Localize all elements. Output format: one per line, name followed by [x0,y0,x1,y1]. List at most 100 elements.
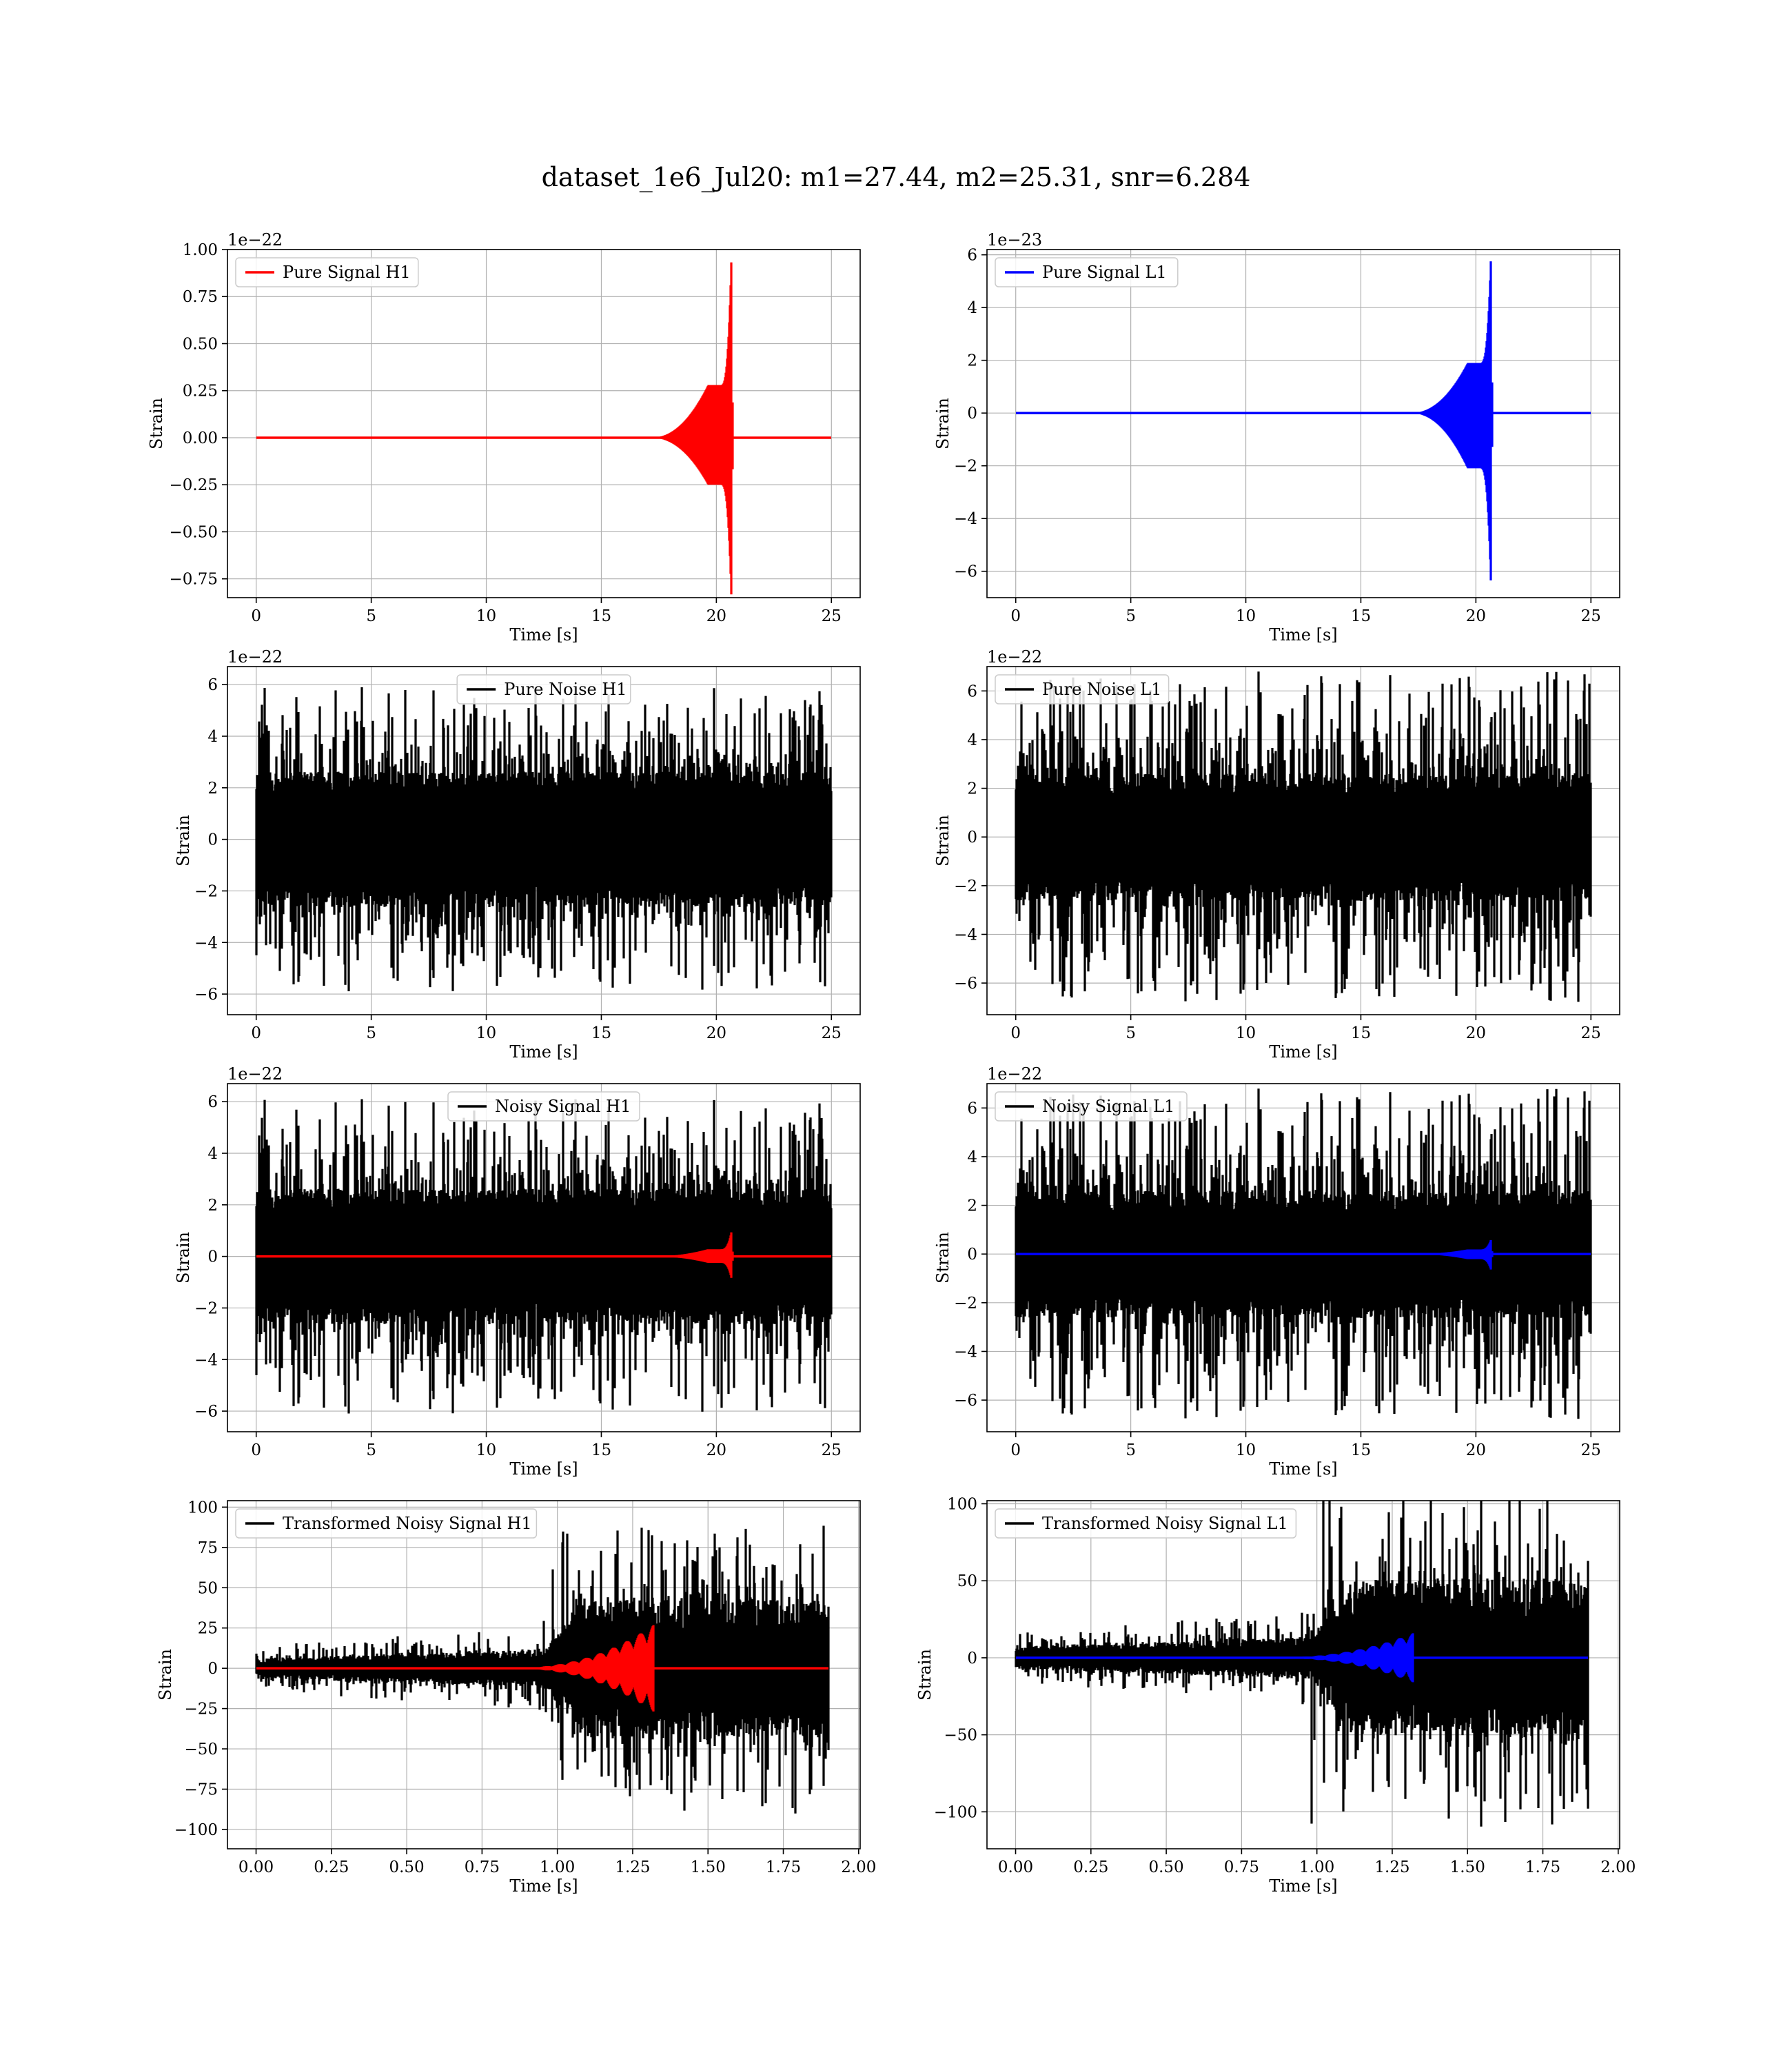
y-tick-label: 50 [957,1572,977,1590]
y-tick-label: 0.75 [183,288,218,306]
x-tick-label: 0.50 [389,1858,424,1876]
y-offset-label: 1e−22 [987,1064,1042,1084]
x-tick-label: 0.00 [998,1858,1033,1876]
legend-label: Transformed Noisy Signal L1 [1042,1514,1288,1533]
legend-box [995,1091,1188,1122]
legend-box [995,674,1170,704]
series-layer [1016,261,1591,580]
legend-box [995,1508,1297,1539]
y-tick-label: −0.50 [170,523,218,541]
x-tick-label: 10 [476,1024,496,1042]
y-tick-label: 0 [207,1660,218,1678]
x-tick-label: 0 [1010,1024,1021,1042]
y-tick-label: 50 [198,1579,218,1597]
y-tick-label: 0 [967,829,977,847]
series-pure-noise-h1 [255,687,833,991]
series-layer [256,262,831,595]
x-tick-label: 15 [591,1441,611,1459]
y-tick-label: −4 [194,1351,218,1369]
y-axis-label: Strain [933,1232,953,1284]
legend-box [995,257,1179,287]
y-offset-label: 1e−22 [227,230,283,250]
series-transformed-noisy-signal-l1-overlay-1 [1299,1633,1414,1683]
y-tick-label: 25 [198,1620,218,1638]
legend: Transformed Noisy Signal L1 [995,1508,1297,1539]
x-axis-label: Time [s] [1269,1459,1337,1479]
axes-frame [986,666,1620,1015]
x-tick-label: 25 [1581,607,1601,625]
axes-frame [227,1500,861,1849]
y-tick-label: 0.50 [183,335,218,353]
x-axis-label: Time [s] [1269,1042,1337,1062]
axes-frame [227,1083,861,1432]
y-tick-label: 6 [967,1099,977,1117]
x-tick-label: 25 [1581,1441,1601,1459]
x-tick-label: 0.25 [314,1858,349,1876]
x-tick-label: 20 [706,607,726,625]
x-tick-label: 2.00 [841,1858,876,1876]
x-tick-label: 0 [251,1441,261,1459]
y-offset-label: 1e−22 [227,1064,283,1084]
legend-label: Noisy Signal L1 [1042,1097,1174,1116]
y-tick-label: −4 [954,926,977,944]
y-tick-label: −6 [954,975,977,993]
y-tick-label: 0 [967,1650,977,1667]
y-axis-label: Strain [156,1649,175,1701]
y-tick-label: −2 [954,458,977,476]
x-tick-label: 0.50 [1148,1858,1183,1876]
legend-box [235,1508,538,1539]
legend: Noisy Signal L1 [995,1091,1188,1122]
x-tick-label: 10 [476,607,496,625]
x-tick-label: 15 [591,607,611,625]
x-tick-label: 0.25 [1073,1858,1108,1876]
panel-pure-signal-l1: 0 5 10 15 20 25 −6 −4 −2 0 2 4 6 Time [s] Strain 1e−23P… [933,230,1620,645]
x-tick-label: 20 [1466,1024,1486,1042]
x-tick-label: 2.00 [1600,1858,1636,1876]
x-tick-label: 0.00 [238,1858,274,1876]
y-tick-label: 6 [967,682,977,700]
y-tick-label: 2 [207,780,218,798]
x-tick-label: 1.50 [691,1858,726,1876]
x-tick-label: 1.75 [1525,1858,1560,1876]
x-tick-label: 10 [1236,607,1256,625]
y-tick-label: 6 [967,247,977,265]
legend: Transformed Noisy Signal H1 [235,1508,538,1539]
y-tick-label: −0.25 [170,476,218,494]
y-tick-label: −2 [954,1295,977,1312]
y-tick-label: 0 [207,1248,218,1266]
y-tick-label: −2 [194,882,218,900]
y-axis-label: Strain [174,815,193,866]
y-tick-label: −6 [954,1392,977,1410]
y-tick-label: 100 [947,1495,977,1513]
series-layer [1015,1501,1589,1827]
y-tick-label: 4 [207,1145,218,1163]
panel-pure-noise-l1: 0 5 10 15 20 25 −6 −4 −2 0 2 4 6 Time [s] Strain 1e−22P… [933,647,1620,1062]
x-tick-label: 15 [1351,1024,1371,1042]
series-pure-signal-l1 [1412,261,1494,580]
y-offset-label: 1e−22 [987,647,1042,667]
x-tick-label: 0.75 [1224,1858,1259,1876]
axes-frame [986,1500,1620,1849]
y-axis-label: Strain [933,815,953,866]
panel-noisy-signal-l1: 0 5 10 15 20 25 −6 −4 −2 0 2 4 6 Time [s] Strain 1e−22N… [933,1064,1620,1479]
x-axis-label: Time [s] [1269,625,1337,645]
series-pure-signal-h1 [651,262,734,595]
axes-frame [986,249,1620,598]
legend: Pure Signal L1 [995,257,1179,287]
panel-pure-signal-h1: 0 5 10 15 20 25 −0.75 −0.50 −0.25 0.00 0.25 0.50 0.7… [147,230,861,645]
x-tick-label: 20 [1466,1441,1486,1459]
legend-box [456,674,631,704]
y-tick-label: 1.00 [183,241,218,259]
y-tick-label: 2 [967,780,977,798]
panel-noisy-signal-h1: 0 5 10 15 20 25 −6 −4 −2 0 2 4 6 Time [s] Strain 1e−22 N… [174,1064,861,1479]
series-pure-noise-l1 [1015,671,1592,1002]
plot-area [227,250,860,598]
y-tick-label: 4 [967,299,977,317]
plot-area [987,250,1620,598]
x-tick-label: 1.25 [615,1858,650,1876]
y-tick-label: 4 [207,728,218,746]
legend-label: Pure Noise L1 [1042,680,1161,699]
legend-label: Pure Signal H1 [283,263,411,282]
series-layer [1015,671,1592,1002]
